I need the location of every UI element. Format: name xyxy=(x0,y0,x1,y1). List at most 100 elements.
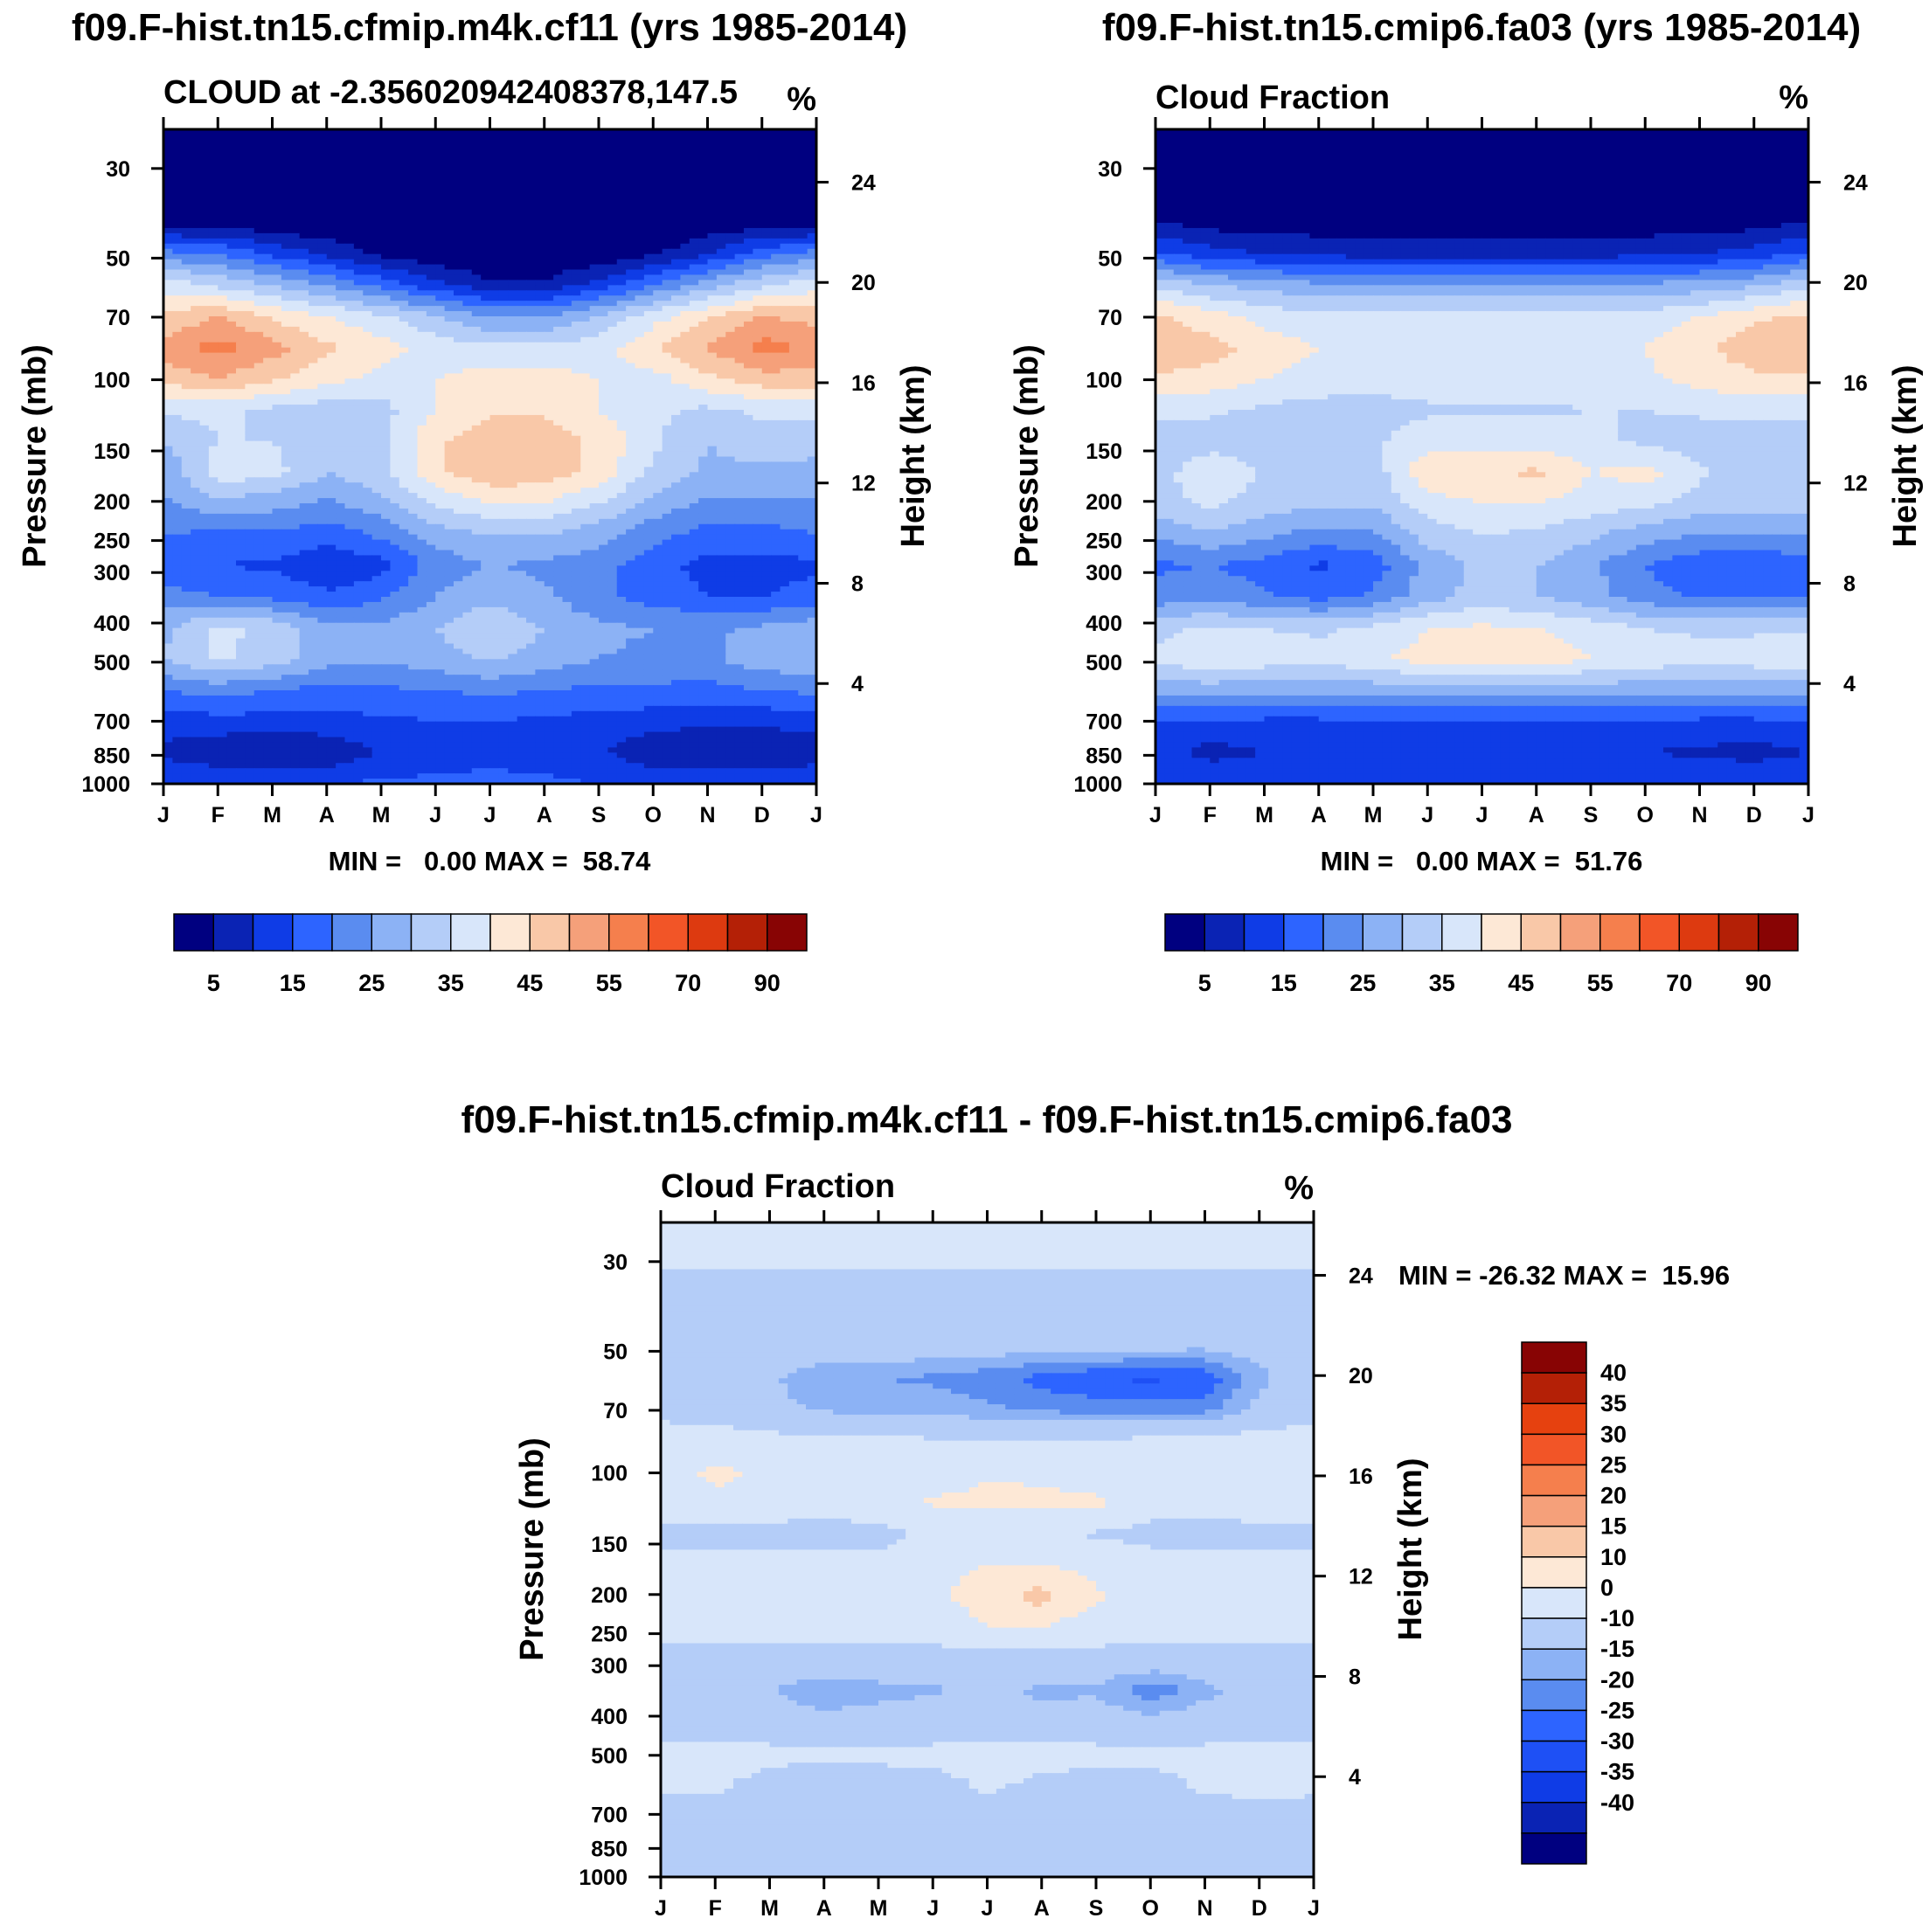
field-cell xyxy=(426,477,436,483)
field-cell xyxy=(336,165,346,172)
field-cell xyxy=(761,435,772,442)
field-cell xyxy=(635,368,645,375)
field-cell xyxy=(353,248,364,255)
field-cell xyxy=(553,280,564,287)
field-cell xyxy=(326,472,337,478)
field-cell xyxy=(191,197,201,203)
field-cell xyxy=(390,331,400,338)
field-cell xyxy=(580,405,591,411)
field-cell xyxy=(643,321,654,328)
field-cell xyxy=(417,160,427,167)
field-cell xyxy=(580,467,591,474)
field-cell xyxy=(508,321,518,328)
field-cell xyxy=(744,357,754,364)
field-cell xyxy=(272,410,282,416)
field-cell xyxy=(236,227,246,234)
field-cell xyxy=(798,181,808,188)
field-cell xyxy=(780,253,790,260)
field-cell xyxy=(172,139,183,146)
field-cell xyxy=(245,248,255,255)
field-cell xyxy=(253,419,264,426)
field-cell xyxy=(761,259,772,266)
field-cell xyxy=(544,419,554,426)
field-cell xyxy=(226,378,237,384)
field-cell xyxy=(798,129,808,135)
field-cell xyxy=(571,176,581,183)
field-cell xyxy=(309,238,319,245)
field-cell xyxy=(199,472,210,478)
field-cell xyxy=(381,197,392,203)
field-cell xyxy=(309,419,319,426)
field-cell xyxy=(399,253,409,260)
field-cell xyxy=(344,149,355,156)
field-cell xyxy=(508,451,518,458)
field-cell xyxy=(326,191,337,197)
field-cell xyxy=(653,425,663,432)
field-cell xyxy=(336,384,346,390)
field-cell xyxy=(245,186,255,193)
field-cell xyxy=(299,467,309,474)
field-cell xyxy=(616,430,627,437)
field-cell xyxy=(716,285,726,291)
field-cell xyxy=(236,368,246,375)
field-cell xyxy=(671,331,682,338)
field-cell xyxy=(589,482,600,488)
field-cell xyxy=(336,181,346,188)
field-cell xyxy=(707,435,718,442)
field-cell xyxy=(607,405,618,411)
field-cell xyxy=(371,170,382,177)
field-cell xyxy=(218,181,228,188)
field-cell xyxy=(281,440,291,447)
field-cell xyxy=(309,301,319,307)
field-cell xyxy=(481,440,491,447)
field-cell xyxy=(163,165,174,172)
field-cell xyxy=(408,212,419,218)
field-cell xyxy=(263,425,274,432)
field-cell xyxy=(381,248,392,255)
field-cell xyxy=(181,155,191,162)
field-cell xyxy=(454,186,464,193)
field-cell xyxy=(281,207,291,213)
field-cell xyxy=(680,181,690,188)
field-cell xyxy=(462,207,473,213)
field-cell xyxy=(191,259,201,266)
field-cell xyxy=(707,373,718,380)
field-cell xyxy=(218,280,228,287)
field-cell xyxy=(290,394,301,400)
field-cell xyxy=(707,232,718,239)
field-cell xyxy=(753,218,763,224)
field-cell xyxy=(517,419,527,426)
field-cell xyxy=(562,368,572,375)
field-cell xyxy=(744,482,754,488)
field-cell xyxy=(444,253,454,260)
field-cell xyxy=(326,134,337,141)
field-cell xyxy=(788,223,799,229)
field-cell xyxy=(263,399,274,405)
field-cell xyxy=(181,357,191,364)
field-cell xyxy=(163,134,174,141)
field-cell xyxy=(671,181,682,188)
field-cell xyxy=(689,139,699,146)
field-cell xyxy=(716,253,726,260)
field-cell xyxy=(471,218,482,224)
field-cell xyxy=(544,378,554,384)
field-cell xyxy=(417,311,427,317)
field-cell xyxy=(326,165,337,172)
field-cell xyxy=(734,306,745,312)
field-cell xyxy=(309,285,319,291)
field-cell xyxy=(707,399,718,405)
field-cell xyxy=(281,197,291,203)
field-cell xyxy=(245,342,255,349)
field-cell xyxy=(290,331,301,338)
field-cell xyxy=(489,316,500,322)
field-cell xyxy=(326,399,337,405)
field-cell xyxy=(218,331,228,338)
field-cell xyxy=(489,160,500,167)
field-cell xyxy=(599,186,609,193)
field-cell xyxy=(653,248,663,255)
field-cell xyxy=(172,410,183,416)
field-cell xyxy=(181,139,191,146)
field-cell xyxy=(426,472,436,478)
field-cell xyxy=(481,384,491,390)
field-cell xyxy=(680,373,690,380)
